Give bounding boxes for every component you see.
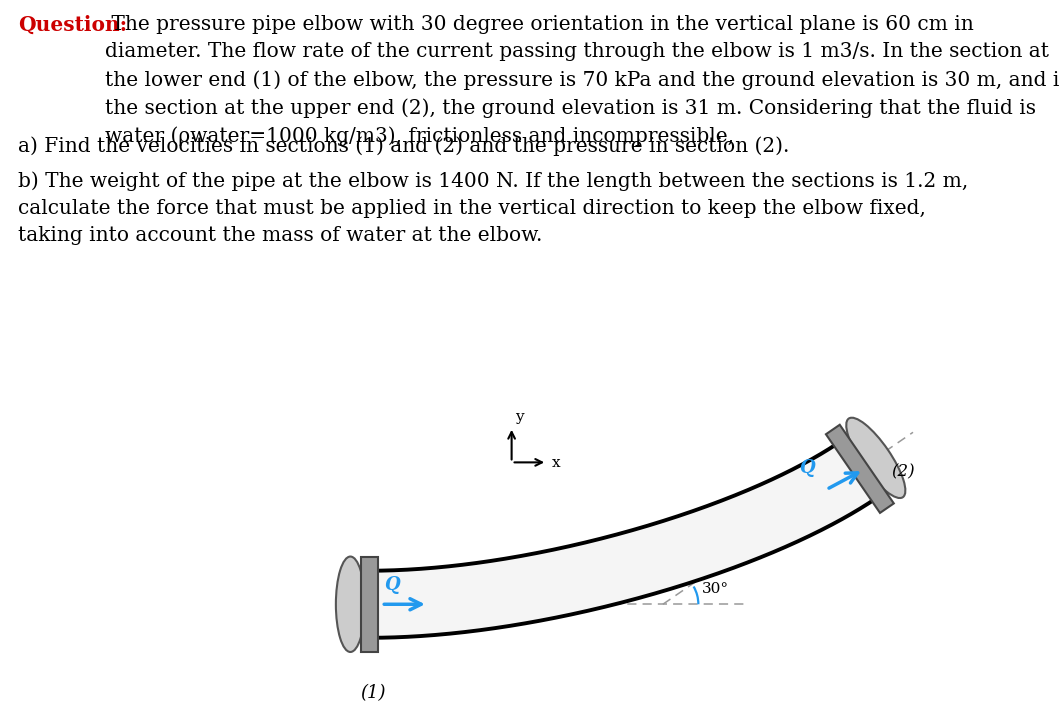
Ellipse shape	[336, 557, 365, 652]
Text: a) Find the velocities in sections (1) and (2) and the pressure in section (2).: a) Find the velocities in sections (1) a…	[18, 136, 790, 156]
Polygon shape	[370, 441, 879, 638]
Text: (1): (1)	[360, 684, 386, 701]
Text: (2): (2)	[890, 463, 915, 481]
Polygon shape	[361, 557, 378, 652]
Text: 30°: 30°	[702, 582, 728, 596]
Polygon shape	[826, 425, 894, 513]
Text: x: x	[551, 456, 561, 470]
Text: Question:: Question:	[18, 15, 127, 35]
Ellipse shape	[846, 418, 905, 498]
Text: y: y	[515, 409, 524, 423]
Text: The pressure pipe elbow with 30 degree orientation in the vertical plane is 60 c: The pressure pipe elbow with 30 degree o…	[105, 15, 1060, 146]
Text: Q: Q	[385, 576, 401, 594]
Text: b) The weight of the pipe at the elbow is 1400 N. If the length between the sect: b) The weight of the pipe at the elbow i…	[18, 171, 968, 245]
Text: Q: Q	[799, 458, 815, 477]
